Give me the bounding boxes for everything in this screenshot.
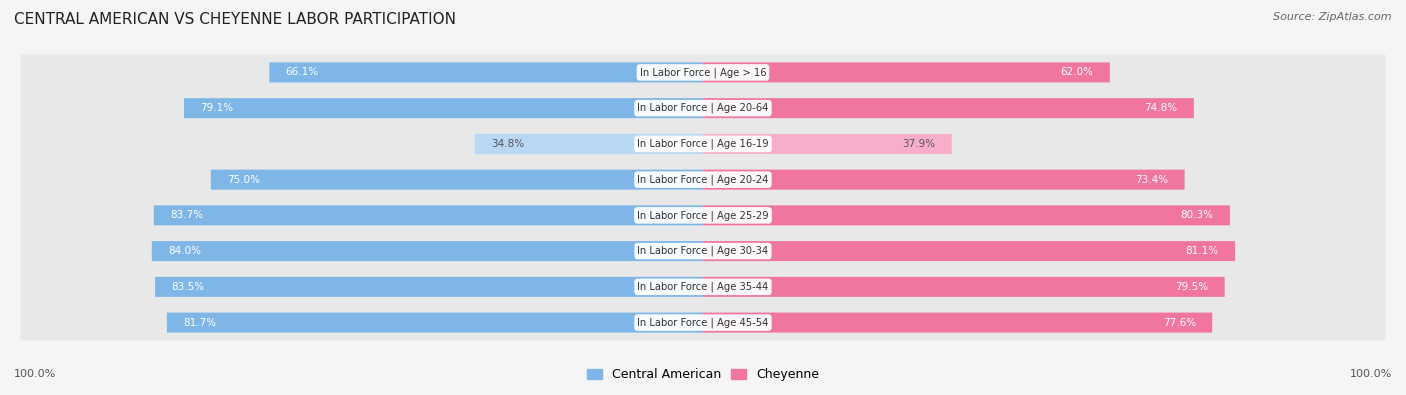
Text: In Labor Force | Age 16-19: In Labor Force | Age 16-19	[637, 139, 769, 149]
Text: 81.1%: 81.1%	[1185, 246, 1219, 256]
Text: 81.7%: 81.7%	[183, 318, 217, 327]
Text: In Labor Force | Age 35-44: In Labor Force | Age 35-44	[637, 282, 769, 292]
Text: 62.0%: 62.0%	[1060, 68, 1094, 77]
FancyBboxPatch shape	[21, 198, 1385, 233]
FancyBboxPatch shape	[703, 312, 1212, 333]
Text: 77.6%: 77.6%	[1163, 318, 1195, 327]
Text: 74.8%: 74.8%	[1144, 103, 1177, 113]
Text: In Labor Force | Age > 16: In Labor Force | Age > 16	[640, 67, 766, 78]
Text: In Labor Force | Age 20-24: In Labor Force | Age 20-24	[637, 174, 769, 185]
Text: 80.3%: 80.3%	[1181, 211, 1213, 220]
FancyBboxPatch shape	[21, 233, 1385, 269]
FancyBboxPatch shape	[703, 241, 1234, 261]
FancyBboxPatch shape	[153, 205, 703, 226]
Text: CENTRAL AMERICAN VS CHEYENNE LABOR PARTICIPATION: CENTRAL AMERICAN VS CHEYENNE LABOR PARTI…	[14, 12, 456, 27]
Text: 34.8%: 34.8%	[491, 139, 524, 149]
FancyBboxPatch shape	[703, 277, 1225, 297]
FancyBboxPatch shape	[21, 126, 1385, 162]
Legend: Central American, Cheyenne: Central American, Cheyenne	[582, 363, 824, 386]
Text: 100.0%: 100.0%	[1350, 369, 1392, 379]
Text: 66.1%: 66.1%	[285, 68, 319, 77]
Text: 79.1%: 79.1%	[201, 103, 233, 113]
FancyBboxPatch shape	[703, 205, 1230, 226]
FancyBboxPatch shape	[155, 277, 703, 297]
FancyBboxPatch shape	[152, 241, 703, 261]
FancyBboxPatch shape	[211, 169, 703, 190]
Text: 79.5%: 79.5%	[1175, 282, 1208, 292]
FancyBboxPatch shape	[475, 134, 703, 154]
Text: In Labor Force | Age 45-54: In Labor Force | Age 45-54	[637, 317, 769, 328]
Text: 100.0%: 100.0%	[14, 369, 56, 379]
Text: 73.4%: 73.4%	[1135, 175, 1168, 184]
Text: 37.9%: 37.9%	[903, 139, 935, 149]
FancyBboxPatch shape	[703, 134, 952, 154]
Text: 84.0%: 84.0%	[169, 246, 201, 256]
FancyBboxPatch shape	[167, 312, 703, 333]
Text: 75.0%: 75.0%	[228, 175, 260, 184]
Text: Source: ZipAtlas.com: Source: ZipAtlas.com	[1274, 12, 1392, 22]
Text: 83.7%: 83.7%	[170, 211, 204, 220]
FancyBboxPatch shape	[21, 269, 1385, 305]
FancyBboxPatch shape	[703, 169, 1185, 190]
FancyBboxPatch shape	[21, 162, 1385, 198]
FancyBboxPatch shape	[21, 90, 1385, 126]
Text: In Labor Force | Age 30-34: In Labor Force | Age 30-34	[637, 246, 769, 256]
FancyBboxPatch shape	[184, 98, 703, 118]
Text: In Labor Force | Age 20-64: In Labor Force | Age 20-64	[637, 103, 769, 113]
Text: In Labor Force | Age 25-29: In Labor Force | Age 25-29	[637, 210, 769, 221]
FancyBboxPatch shape	[703, 62, 1109, 83]
FancyBboxPatch shape	[270, 62, 703, 83]
Text: 83.5%: 83.5%	[172, 282, 205, 292]
FancyBboxPatch shape	[21, 305, 1385, 340]
FancyBboxPatch shape	[703, 98, 1194, 118]
FancyBboxPatch shape	[21, 55, 1385, 90]
